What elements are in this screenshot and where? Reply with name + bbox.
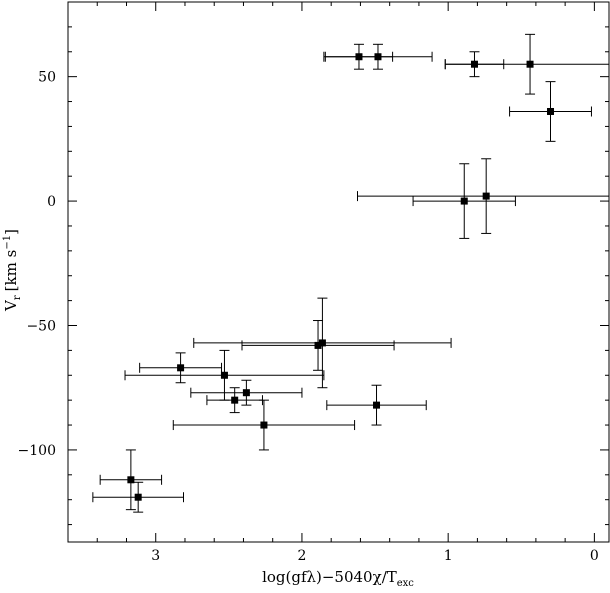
data-points	[127, 53, 555, 501]
y-tick-label: −100	[18, 443, 56, 459]
data-point	[314, 341, 322, 349]
data-point	[470, 60, 478, 68]
y-tick-label: −50	[26, 319, 56, 335]
y-axis-label-unit: [km s	[2, 250, 20, 292]
data-point	[482, 192, 490, 200]
y-axis-label: Vr [km s−1]	[2, 229, 23, 312]
y-axis-label-sub: r	[12, 295, 23, 300]
data-point	[355, 53, 363, 61]
x-axis-label-main: log(gfλ)−5040χ/T	[262, 568, 397, 586]
x-tick-label: 2	[297, 548, 306, 564]
data-point	[547, 107, 555, 115]
y-axis-label-close: ]	[2, 229, 20, 235]
plot-frame	[67, 1, 610, 543]
x-axis-label: log(gfλ)−5040χ/Texc	[262, 568, 414, 589]
error-bars	[92, 33, 609, 513]
data-point	[220, 371, 228, 379]
data-point	[460, 197, 468, 205]
y-tick-label: 50	[38, 70, 56, 86]
y-axis-label-sup: −1	[2, 235, 13, 250]
x-axis-label-sub: exc	[397, 578, 415, 589]
data-point	[177, 364, 185, 372]
data-point	[318, 339, 326, 347]
data-point	[231, 396, 239, 404]
data-point	[526, 60, 534, 68]
y-axis-label-main: V	[2, 299, 20, 312]
y-tick-label: 0	[47, 194, 56, 210]
data-point	[134, 493, 142, 501]
x-tick-label: 3	[151, 548, 160, 564]
x-tick-label: 1	[444, 548, 453, 564]
data-point	[242, 389, 250, 397]
data-point	[373, 401, 381, 409]
data-point	[260, 421, 268, 429]
x-tick-label: 0	[590, 548, 599, 564]
axis-ticks: 3 2 1 0 50 0 −50 −100	[18, 1, 609, 564]
data-point	[127, 476, 135, 484]
data-point	[374, 53, 382, 61]
